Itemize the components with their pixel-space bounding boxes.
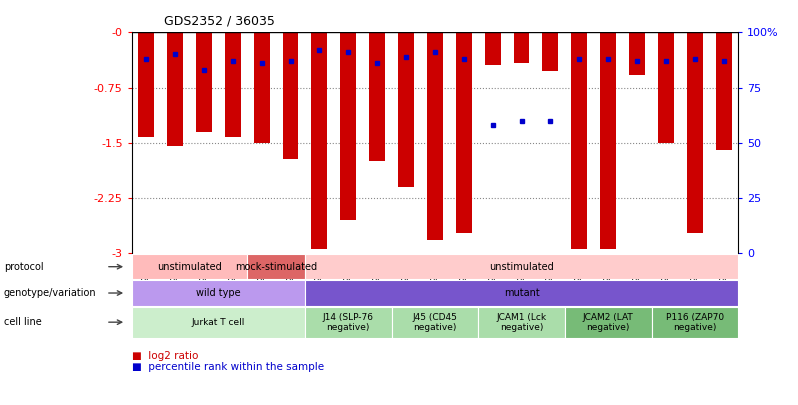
Bar [132, 280, 305, 306]
Bar [716, 32, 732, 150]
Bar [651, 307, 738, 338]
Text: mutant: mutant [504, 288, 539, 298]
Bar [398, 32, 414, 187]
Text: JCAM1 (Lck
negative): JCAM1 (Lck negative) [496, 313, 547, 332]
Bar [282, 32, 298, 159]
Text: JCAM2 (LAT
negative): JCAM2 (LAT negative) [583, 313, 634, 332]
Bar [629, 32, 645, 75]
Bar [514, 32, 530, 63]
Bar [392, 307, 478, 338]
Text: ■  log2 ratio: ■ log2 ratio [132, 351, 198, 361]
Bar [247, 254, 305, 279]
Text: GDS2352 / 36035: GDS2352 / 36035 [164, 14, 275, 27]
Bar [571, 32, 587, 249]
Text: J45 (CD45
negative): J45 (CD45 negative) [413, 313, 457, 332]
Text: cell line: cell line [4, 317, 41, 327]
Bar [565, 307, 651, 338]
Bar [484, 32, 500, 65]
Bar [369, 32, 385, 161]
Bar [456, 32, 472, 232]
Bar [132, 307, 305, 338]
Bar [305, 307, 392, 338]
Text: P116 (ZAP70
negative): P116 (ZAP70 negative) [666, 313, 724, 332]
Text: genotype/variation: genotype/variation [4, 288, 97, 298]
Bar [687, 32, 703, 232]
Text: ■  percentile rank within the sample: ■ percentile rank within the sample [132, 362, 324, 372]
Bar [305, 280, 738, 306]
Bar [167, 32, 183, 147]
Bar [427, 32, 443, 240]
Bar [658, 32, 674, 143]
Bar [340, 32, 356, 220]
Bar [132, 254, 247, 279]
Bar [305, 254, 738, 279]
Bar [478, 307, 565, 338]
Text: unstimulated: unstimulated [157, 262, 222, 272]
Bar [225, 32, 241, 137]
Bar [600, 32, 616, 249]
Bar [138, 32, 154, 137]
Text: Jurkat T cell: Jurkat T cell [192, 318, 245, 327]
Bar [311, 32, 327, 249]
Bar [543, 32, 559, 70]
Bar [196, 32, 211, 132]
Bar [254, 32, 270, 143]
Text: J14 (SLP-76
negative): J14 (SLP-76 negative) [322, 313, 373, 332]
Text: protocol: protocol [4, 262, 44, 272]
Text: unstimulated: unstimulated [489, 262, 554, 272]
Text: wild type: wild type [196, 288, 241, 298]
Text: mock-stimulated: mock-stimulated [235, 262, 317, 272]
